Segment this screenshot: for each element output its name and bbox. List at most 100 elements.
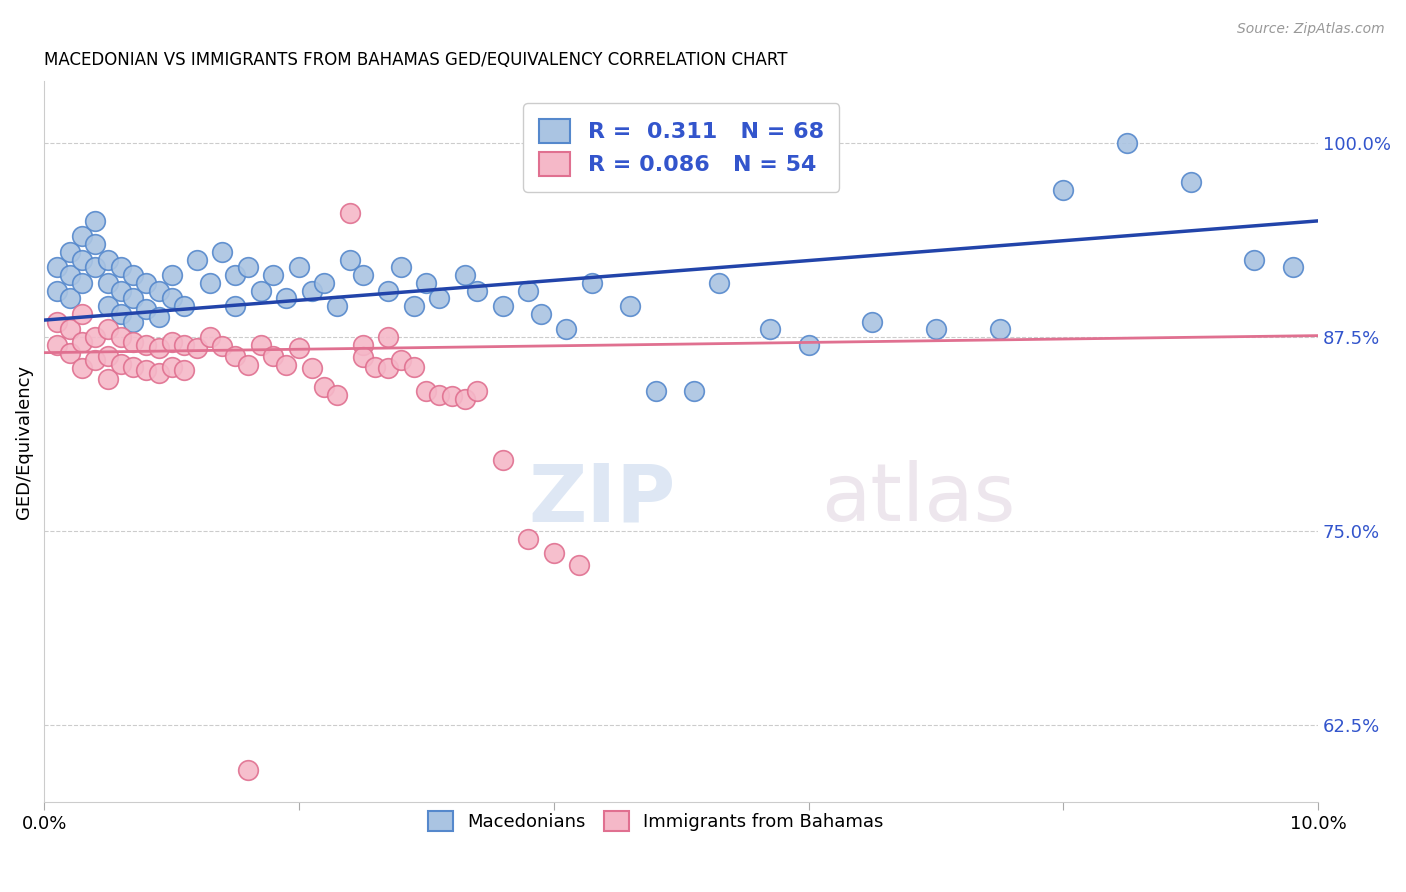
Point bbox=[465, 384, 488, 399]
Point bbox=[186, 341, 208, 355]
Point bbox=[262, 349, 284, 363]
Point bbox=[72, 361, 94, 376]
Point bbox=[135, 362, 157, 376]
Point bbox=[683, 384, 706, 399]
Point bbox=[72, 307, 94, 321]
Point bbox=[377, 284, 399, 298]
Point bbox=[555, 322, 578, 336]
Point bbox=[402, 359, 425, 374]
Point bbox=[301, 361, 323, 376]
Point bbox=[224, 268, 246, 282]
Point bbox=[517, 284, 540, 298]
Point bbox=[236, 260, 259, 275]
Point bbox=[224, 349, 246, 363]
Point bbox=[173, 338, 195, 352]
Point bbox=[492, 452, 515, 467]
Point bbox=[211, 339, 233, 353]
Point bbox=[530, 307, 553, 321]
Point bbox=[160, 334, 183, 349]
Point bbox=[211, 244, 233, 259]
Point bbox=[110, 357, 132, 371]
Point bbox=[415, 384, 437, 399]
Point bbox=[160, 359, 183, 374]
Point bbox=[148, 341, 170, 355]
Point bbox=[517, 532, 540, 546]
Legend: Macedonians, Immigrants from Bahamas: Macedonians, Immigrants from Bahamas bbox=[415, 798, 897, 844]
Point bbox=[84, 353, 107, 368]
Point bbox=[427, 387, 450, 401]
Point bbox=[339, 252, 361, 267]
Point bbox=[1116, 136, 1139, 151]
Point bbox=[135, 302, 157, 317]
Point bbox=[988, 322, 1011, 336]
Point bbox=[72, 334, 94, 349]
Point bbox=[619, 299, 641, 313]
Point bbox=[84, 237, 107, 252]
Point bbox=[262, 268, 284, 282]
Point bbox=[339, 206, 361, 220]
Point bbox=[352, 351, 374, 365]
Point bbox=[352, 268, 374, 282]
Point bbox=[1052, 183, 1074, 197]
Point bbox=[236, 763, 259, 777]
Point bbox=[45, 315, 67, 329]
Text: atlas: atlas bbox=[821, 460, 1015, 539]
Point bbox=[402, 299, 425, 313]
Point bbox=[45, 338, 67, 352]
Point bbox=[759, 322, 782, 336]
Point bbox=[249, 284, 271, 298]
Text: ZIP: ZIP bbox=[529, 460, 675, 539]
Point bbox=[453, 268, 475, 282]
Point bbox=[84, 214, 107, 228]
Point bbox=[173, 299, 195, 313]
Point bbox=[72, 276, 94, 290]
Point bbox=[543, 546, 565, 560]
Point bbox=[84, 330, 107, 344]
Point bbox=[122, 359, 145, 374]
Point bbox=[198, 330, 221, 344]
Point bbox=[58, 244, 80, 259]
Point bbox=[186, 252, 208, 267]
Point bbox=[1243, 252, 1265, 267]
Point bbox=[135, 338, 157, 352]
Point bbox=[135, 276, 157, 290]
Point bbox=[427, 292, 450, 306]
Point bbox=[389, 353, 412, 368]
Point bbox=[148, 284, 170, 298]
Point bbox=[148, 310, 170, 324]
Point bbox=[45, 260, 67, 275]
Point bbox=[97, 252, 120, 267]
Point bbox=[122, 315, 145, 329]
Point bbox=[709, 276, 731, 290]
Point bbox=[276, 292, 298, 306]
Point bbox=[249, 338, 271, 352]
Point bbox=[97, 322, 120, 336]
Point bbox=[440, 389, 463, 403]
Point bbox=[326, 387, 349, 401]
Point bbox=[97, 276, 120, 290]
Point bbox=[377, 330, 399, 344]
Point bbox=[58, 292, 80, 306]
Point bbox=[568, 558, 591, 572]
Point bbox=[122, 334, 145, 349]
Point bbox=[224, 299, 246, 313]
Point bbox=[415, 276, 437, 290]
Point bbox=[797, 338, 820, 352]
Point bbox=[276, 358, 298, 372]
Point bbox=[72, 252, 94, 267]
Point bbox=[352, 338, 374, 352]
Point bbox=[288, 341, 311, 355]
Point bbox=[110, 330, 132, 344]
Point bbox=[301, 284, 323, 298]
Point bbox=[58, 268, 80, 282]
Point bbox=[160, 292, 183, 306]
Point bbox=[58, 345, 80, 359]
Point bbox=[377, 361, 399, 376]
Point bbox=[236, 358, 259, 372]
Point bbox=[453, 392, 475, 407]
Point bbox=[110, 260, 132, 275]
Point bbox=[1180, 175, 1202, 189]
Point bbox=[160, 268, 183, 282]
Point bbox=[288, 260, 311, 275]
Point bbox=[148, 366, 170, 380]
